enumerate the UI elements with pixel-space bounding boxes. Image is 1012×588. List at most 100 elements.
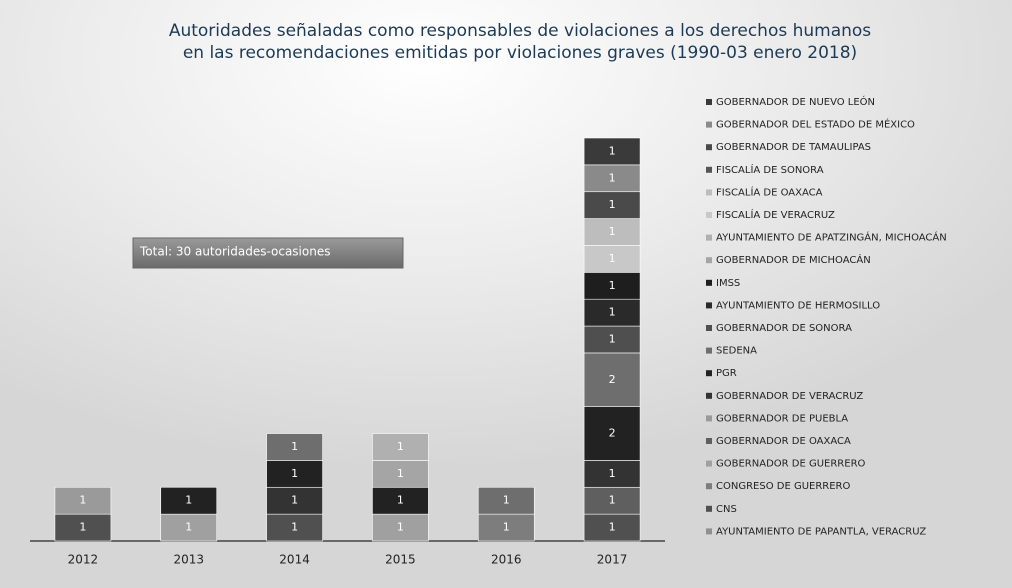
- data-label: 1: [397, 494, 404, 507]
- data-label: 1: [609, 225, 616, 238]
- bar-segment: [372, 460, 429, 488]
- data-label: 1: [609, 198, 616, 211]
- legend-swatch: [706, 279, 712, 286]
- data-label: 1: [503, 521, 510, 534]
- bar-segment: [477, 486, 535, 515]
- data-label: 1: [609, 333, 616, 346]
- legend-swatch: [706, 99, 712, 105]
- data-label: 1: [609, 494, 616, 507]
- legend-swatch: [706, 392, 712, 399]
- bar-segment: [583, 460, 641, 488]
- bar-segment: [583, 218, 641, 246]
- legend-swatch: [706, 505, 712, 512]
- legend-swatch: [706, 460, 712, 467]
- data-label: 1: [609, 171, 616, 184]
- legend-label: CNS: [716, 504, 737, 515]
- bar-segment: [583, 406, 641, 461]
- data-label: 1: [79, 521, 86, 534]
- bar-segment: [266, 513, 323, 542]
- x-tick-label: 2012: [68, 553, 99, 567]
- legend-label: AYUNTAMIENTO DE HERMOSILLO: [716, 300, 880, 311]
- bar-segment: [583, 191, 641, 219]
- legend-swatch: [706, 483, 712, 490]
- bar-segment: [372, 486, 429, 515]
- data-label: 1: [79, 494, 86, 507]
- x-tick-label: 2014: [279, 553, 310, 567]
- legend-swatch: [706, 302, 712, 309]
- data-label: 1: [609, 521, 616, 534]
- data-label: 1: [185, 521, 192, 534]
- data-label: 2: [609, 427, 616, 440]
- chart-subtitle: en las recomendaciones emitidas por viol…: [183, 43, 857, 63]
- data-label: 1: [397, 467, 404, 480]
- data-label: 1: [397, 521, 404, 534]
- legend-label: GOBERNADOR DE TAMAULIPAS: [716, 142, 871, 153]
- legend-label: CONGRESO DE GUERRERO: [716, 481, 850, 492]
- legend-swatch: [706, 347, 712, 354]
- x-tick-label: 2016: [491, 553, 522, 567]
- bar-segment: [583, 352, 641, 407]
- data-label: 1: [397, 440, 404, 453]
- legend-swatch: [706, 415, 712, 422]
- x-tick-label: 2017: [597, 553, 628, 567]
- bar-segment: [266, 460, 323, 488]
- x-tick-label: 2015: [385, 553, 416, 567]
- legend-label: GOBERNADOR DE VERACRUZ: [716, 391, 863, 402]
- legend-label: FISCALÍA DE OAXACA: [716, 185, 823, 198]
- legend-swatch: [706, 212, 712, 218]
- legend-label: PGR: [716, 368, 737, 379]
- bar-segment: [160, 486, 218, 515]
- legend-swatch: [706, 189, 712, 196]
- annotation-box: [132, 237, 404, 269]
- bar-segment: [583, 513, 641, 542]
- data-label: 1: [609, 252, 616, 265]
- bar-segment: [583, 245, 641, 273]
- legend-swatch: [706, 144, 712, 151]
- legend-label: GOBERNADOR DE SONORA: [716, 323, 852, 334]
- legend-label: GOBERNADOR DE GUERRERO: [716, 459, 866, 470]
- data-label: 1: [609, 467, 616, 480]
- data-label: 1: [291, 467, 298, 480]
- annotation: Total: 30 autoridades-ocasiones: [139, 245, 330, 259]
- data-label: 1: [609, 144, 616, 157]
- bar-segment: [266, 486, 323, 515]
- bar-segment: [266, 433, 323, 461]
- legend-label: AYUNTAMIENTO DE PAPANTLA, VERACRUZ: [716, 526, 926, 537]
- legend-label: FISCALÍA DE VERACRUZ: [716, 208, 835, 221]
- legend-swatch: [706, 370, 712, 377]
- data-label: 1: [291, 440, 298, 453]
- bar-segment: [372, 433, 429, 461]
- legend-swatch: [706, 257, 712, 264]
- legend-swatch: [706, 234, 712, 241]
- bar-segment: [160, 513, 218, 542]
- data-label: 2: [609, 373, 616, 386]
- bar-segment: [54, 513, 112, 542]
- x-tick-label: 2013: [173, 553, 204, 567]
- bar-segment: [583, 164, 641, 193]
- bar-segment: [54, 486, 112, 515]
- legend-label: SEDENA: [716, 346, 757, 357]
- legend-label: AYUNTAMIENTO DE APATZINGÁN, MICHOACÁN: [716, 231, 947, 244]
- legend-label: GOBERNADOR DE PUEBLA: [716, 413, 848, 424]
- data-label: 1: [609, 279, 616, 292]
- data-label: 1: [609, 306, 616, 319]
- legend-swatch: [706, 438, 712, 444]
- legend-label: GOBERNADOR DEL ESTADO DE MÉXICO: [716, 118, 915, 131]
- data-label: 1: [291, 521, 298, 534]
- legend-label: GOBERNADOR DE MICHOACÁN: [716, 253, 871, 266]
- legend-swatch: [706, 121, 712, 128]
- bar-segment: [583, 325, 641, 354]
- legend-label: GOBERNADOR DE NUEVO LEÓN: [716, 95, 875, 108]
- legend-label: FISCALÍA DE SONORA: [716, 163, 824, 176]
- data-label: 1: [291, 494, 298, 507]
- legend-swatch: [706, 325, 712, 331]
- legend-swatch: [706, 528, 712, 535]
- legend-label: IMSS: [716, 278, 740, 289]
- bar-segment: [583, 137, 641, 166]
- legend-label: GOBERNADOR DE OAXACA: [716, 436, 851, 447]
- legend-swatch: [706, 166, 712, 173]
- data-label: 1: [503, 494, 510, 507]
- bar-segment: [583, 486, 641, 515]
- chart-title: Autoridades señaladas como responsables …: [169, 21, 871, 41]
